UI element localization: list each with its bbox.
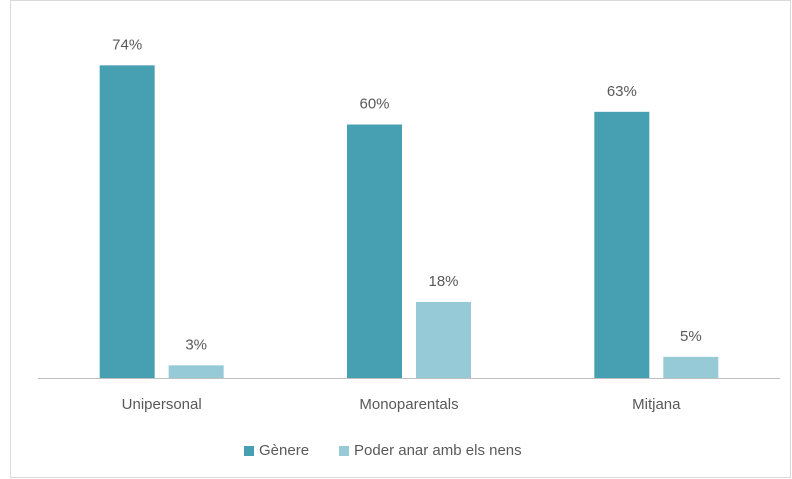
value-label: 3% — [185, 336, 207, 353]
value-label: 63% — [607, 83, 637, 100]
bar — [99, 65, 155, 378]
value-label: 60% — [359, 95, 389, 112]
value-label: 5% — [680, 328, 702, 345]
legend-swatch — [339, 446, 350, 456]
value-label: 74% — [112, 36, 142, 53]
x-tick-label: Monoparentals — [359, 396, 458, 413]
bar — [416, 301, 471, 378]
bar — [594, 111, 650, 378]
bar — [347, 124, 402, 378]
legend-label: Poder anar amb els nens — [354, 442, 522, 459]
x-tick-label: Unipersonal — [122, 396, 202, 413]
value-label: 18% — [428, 273, 458, 290]
bar — [663, 356, 719, 378]
legend-swatch — [244, 446, 254, 456]
bar — [168, 365, 224, 378]
x-tick-label: Mitjana — [632, 396, 681, 413]
legend-label: Gènere — [259, 442, 309, 459]
